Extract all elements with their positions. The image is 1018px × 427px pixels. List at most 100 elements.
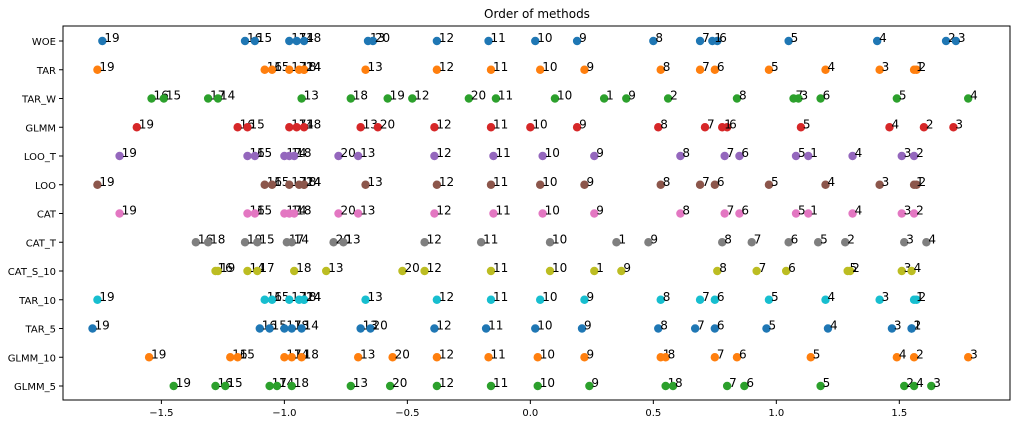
point-label: 14 xyxy=(306,175,321,189)
data-point xyxy=(695,180,705,189)
data-point xyxy=(784,36,793,46)
data-point xyxy=(710,65,720,74)
point-label: 15 xyxy=(259,232,274,246)
point-label: 3 xyxy=(882,175,890,189)
row-label: TAR_5 xyxy=(25,325,56,336)
point-label: 8 xyxy=(663,290,671,304)
point-label: 18 xyxy=(296,261,311,275)
data-point xyxy=(791,151,801,161)
data-point xyxy=(398,266,407,276)
point-label: 20 xyxy=(340,204,355,218)
row-label: WOE xyxy=(32,37,56,48)
data-point xyxy=(243,151,252,161)
data-point xyxy=(486,180,496,189)
data-point xyxy=(718,123,727,132)
point-label: 3 xyxy=(904,146,912,160)
data-point xyxy=(949,123,958,132)
point-label: 2 xyxy=(847,232,855,246)
point-label: 12 xyxy=(439,175,454,189)
data-point xyxy=(599,94,609,103)
data-point xyxy=(535,180,545,189)
point-label: 3 xyxy=(933,376,941,390)
data-point xyxy=(243,209,252,218)
point-label: 18 xyxy=(294,376,309,390)
data-point xyxy=(963,353,973,362)
data-point xyxy=(489,151,498,161)
data-point xyxy=(366,324,375,333)
data-point xyxy=(661,353,670,362)
data-point xyxy=(617,266,626,276)
point-label: 11 xyxy=(493,175,508,189)
point-label: 5 xyxy=(803,117,811,131)
data-point xyxy=(590,151,599,161)
point-label: 9 xyxy=(586,60,594,74)
plot-area xyxy=(62,25,1011,401)
point-label: 6 xyxy=(788,261,796,275)
data-point xyxy=(432,381,442,391)
chart-title: Order of methods xyxy=(484,7,590,21)
data-point xyxy=(533,353,542,362)
point-label: 12 xyxy=(436,146,451,160)
point-label: 11 xyxy=(495,204,510,218)
point-label: 10 xyxy=(537,319,552,333)
data-point xyxy=(93,180,102,189)
point-label: 19 xyxy=(104,31,119,45)
data-point xyxy=(491,94,501,103)
data-point xyxy=(265,324,274,333)
data-point xyxy=(280,353,289,362)
point-label: 12 xyxy=(439,31,454,45)
data-point xyxy=(169,381,178,391)
data-point xyxy=(356,123,365,132)
data-point xyxy=(676,209,685,218)
point-label: 3 xyxy=(958,31,966,45)
data-point xyxy=(484,36,493,46)
point-label: 2 xyxy=(919,175,927,189)
point-label: 2 xyxy=(914,319,922,333)
point-label: 15 xyxy=(240,347,255,361)
data-point xyxy=(909,180,919,189)
point-label: 5 xyxy=(850,261,858,275)
point-label: 2 xyxy=(916,146,924,160)
point-label: 7 xyxy=(729,376,737,390)
point-label: 4 xyxy=(828,60,836,74)
point-label: 2 xyxy=(670,89,678,103)
point-label: 14 xyxy=(306,60,321,74)
data-point xyxy=(710,324,720,333)
data-point xyxy=(299,65,309,74)
data-point xyxy=(531,36,540,46)
data-point xyxy=(654,324,663,333)
data-point xyxy=(941,36,951,46)
point-label: 18 xyxy=(296,204,311,218)
data-point xyxy=(346,94,355,103)
data-point xyxy=(144,353,154,362)
point-label: 5 xyxy=(771,175,779,189)
data-point xyxy=(115,151,124,161)
data-point xyxy=(545,266,555,276)
row-label: CAT_T xyxy=(26,238,57,249)
point-label: 1 xyxy=(810,146,818,160)
point-label: 12 xyxy=(439,347,454,361)
point-label: 18 xyxy=(210,232,225,246)
point-label: 10 xyxy=(552,232,567,246)
point-label: 4 xyxy=(899,347,907,361)
point-label: 10 xyxy=(545,146,560,160)
point-label: 19 xyxy=(95,319,110,333)
point-label: 13 xyxy=(368,60,383,74)
point-label: 12 xyxy=(436,319,451,333)
point-label: 9 xyxy=(591,376,599,390)
point-label: 12 xyxy=(427,261,442,275)
point-label: 8 xyxy=(655,31,663,45)
point-label: 24 xyxy=(306,175,321,189)
data-point xyxy=(580,295,589,304)
point-label: 3 xyxy=(882,290,890,304)
point-label: 9 xyxy=(650,232,658,246)
data-point xyxy=(644,238,653,247)
point-label: 10 xyxy=(540,376,555,390)
data-point xyxy=(821,295,830,304)
point-label: 2 xyxy=(852,261,860,275)
point-label: 6 xyxy=(717,319,725,333)
point-label: 4 xyxy=(928,232,936,246)
point-label: 7 xyxy=(759,261,767,275)
data-point xyxy=(299,123,309,132)
point-label: 12 xyxy=(439,290,454,304)
